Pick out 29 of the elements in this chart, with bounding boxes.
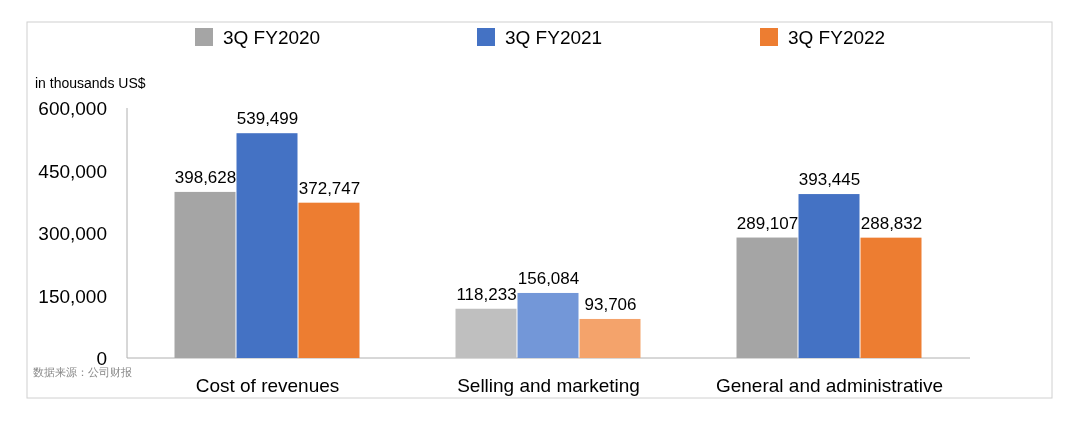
legend-label: 3Q FY2022 bbox=[788, 27, 886, 48]
bar bbox=[579, 318, 641, 358]
data-label: 372,747 bbox=[298, 178, 361, 198]
data-label: 539,499 bbox=[236, 109, 299, 129]
x-tick-label: Selling and marketing bbox=[457, 375, 640, 396]
y-tick-label: 600,000 bbox=[38, 98, 107, 119]
bar bbox=[455, 308, 517, 358]
source-note: 数据来源：公司财报 bbox=[33, 366, 132, 378]
data-label: 393,445 bbox=[798, 170, 861, 190]
y-tick-label: 450,000 bbox=[38, 160, 107, 182]
data-label: 118,233 bbox=[456, 284, 517, 304]
bar bbox=[798, 194, 860, 358]
y-axis-title: in thousands US$ bbox=[35, 75, 146, 91]
y-tick-label: 300,000 bbox=[38, 223, 107, 244]
data-label: 288,832 bbox=[860, 213, 923, 233]
x-tick-label: Cost of revenues bbox=[195, 375, 340, 396]
legend-label: 3Q FY2021 bbox=[505, 27, 603, 48]
data-label: 93,706 bbox=[584, 294, 637, 314]
y-tick-label: 0 bbox=[96, 348, 107, 369]
data-label: 398,628 bbox=[174, 167, 237, 187]
y-tick-label: 150,000 bbox=[38, 285, 107, 307]
bar bbox=[298, 202, 360, 358]
bar bbox=[860, 237, 922, 358]
legend-label: 3Q FY2020 bbox=[223, 27, 321, 48]
x-tick-label: General and administrative bbox=[715, 375, 944, 396]
bar bbox=[517, 292, 579, 358]
data-label: 289,107 bbox=[736, 213, 799, 233]
bar bbox=[236, 133, 298, 358]
data-label: 156,084 bbox=[517, 268, 580, 288]
